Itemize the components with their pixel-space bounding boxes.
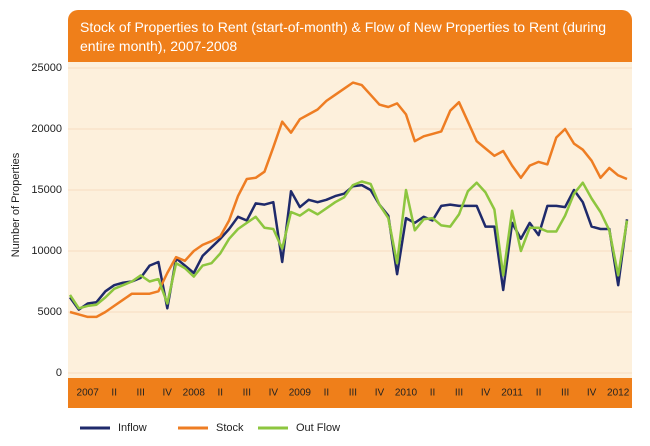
x-tick-label: IV (269, 388, 279, 399)
x-tick-label: III (349, 388, 357, 399)
legend-label: Stock (216, 422, 244, 434)
x-tick-label: III (561, 388, 569, 399)
x-tick-label: 2010 (395, 388, 418, 399)
x-tick-label: III (243, 388, 251, 399)
x-tick-label: IV (163, 388, 173, 399)
series-line (69, 81, 628, 319)
series-line (68, 180, 629, 310)
x-tick-label: IV (481, 388, 491, 399)
y-tick-label: 0 (56, 367, 62, 379)
y-tick-label: 15000 (31, 184, 62, 196)
x-tick-label: 2011 (501, 388, 523, 399)
y-axis-label: Number of Properties (10, 152, 22, 257)
x-tick-label: 2009 (289, 388, 312, 399)
x-tick-label: II (324, 388, 330, 399)
x-tick-label: IV (587, 388, 597, 399)
y-tick-label: 20000 (31, 123, 62, 135)
x-tick-label: II (430, 388, 436, 399)
x-tick-label: 2012 (607, 388, 630, 399)
x-tick-label: II (218, 388, 224, 399)
x-tick-label: II (536, 388, 542, 399)
x-tick-label: IV (375, 388, 385, 399)
x-tick-label: 2007 (77, 388, 100, 399)
legend-label: Inflow (118, 422, 147, 434)
y-tick-label: 25000 (31, 62, 62, 74)
y-tick-label: 5000 (38, 306, 62, 318)
x-tick-label: II (111, 388, 117, 399)
x-tick-label: III (137, 388, 145, 399)
legend-label: Out Flow (296, 422, 340, 434)
chart-title: Stock of Properties to Rent (start-of-mo… (68, 10, 632, 62)
x-tick-label: III (455, 388, 463, 399)
x-axis-band (68, 378, 632, 408)
y-tick-label: 10000 (31, 245, 62, 257)
x-tick-label: 2008 (183, 388, 206, 399)
plot-background (68, 62, 632, 378)
